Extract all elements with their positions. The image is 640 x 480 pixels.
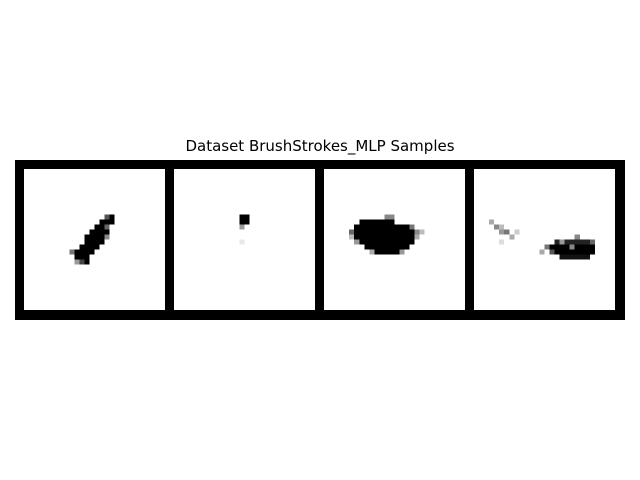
sample-image-3 (324, 169, 465, 310)
sample-image-4 (474, 169, 615, 310)
figure-title: Dataset BrushStrokes_MLP Samples (185, 137, 455, 155)
sample-image-1-strokes (69, 214, 115, 265)
sample-image-3-strokes (349, 214, 425, 255)
sample-grid (15, 160, 625, 320)
sample-image-1 (24, 169, 165, 310)
sample-image-2 (174, 169, 315, 310)
sample-image-4-strokes (489, 219, 595, 260)
sample-image-2-strokes (239, 214, 250, 245)
